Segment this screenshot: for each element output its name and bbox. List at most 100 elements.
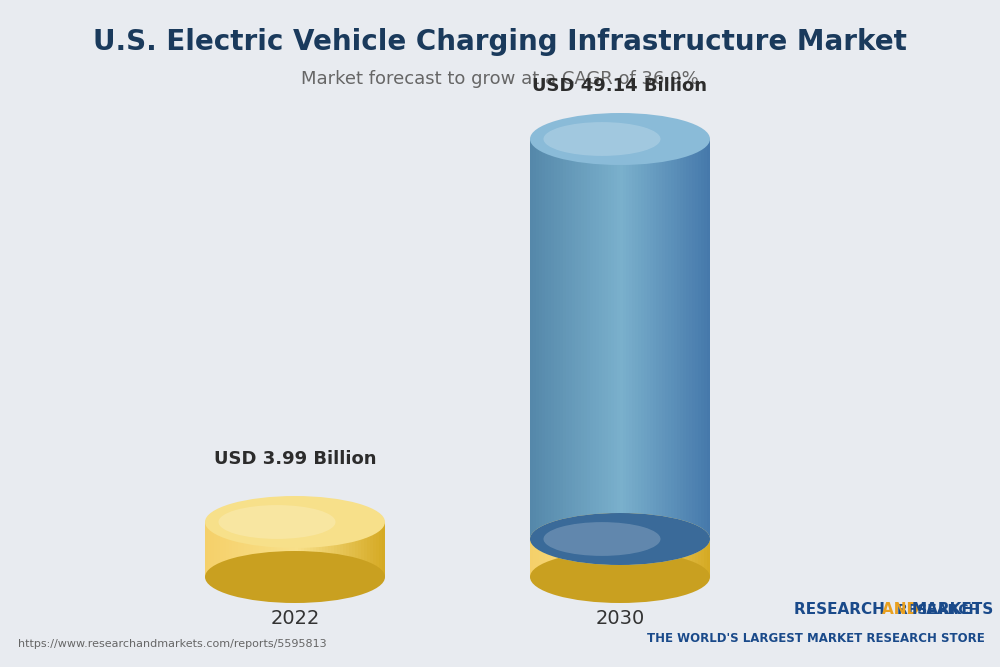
Polygon shape (578, 539, 581, 577)
Ellipse shape (530, 513, 710, 565)
Polygon shape (253, 522, 256, 577)
Polygon shape (614, 139, 617, 539)
Polygon shape (277, 522, 280, 577)
Polygon shape (611, 139, 614, 539)
Polygon shape (578, 139, 581, 539)
Polygon shape (635, 539, 638, 577)
Polygon shape (361, 522, 364, 577)
Text: https://www.researchandmarkets.com/reports/5595813: https://www.researchandmarkets.com/repor… (18, 639, 327, 649)
Polygon shape (695, 139, 698, 539)
Polygon shape (539, 539, 542, 577)
Ellipse shape (205, 551, 385, 603)
Text: RESEARCH: RESEARCH (897, 603, 985, 617)
Polygon shape (593, 139, 596, 539)
Polygon shape (653, 539, 656, 577)
Polygon shape (683, 139, 686, 539)
Polygon shape (364, 522, 367, 577)
Polygon shape (572, 139, 575, 539)
Polygon shape (659, 539, 662, 577)
Ellipse shape (205, 496, 385, 548)
Polygon shape (250, 522, 253, 577)
Polygon shape (638, 139, 641, 539)
Polygon shape (205, 522, 208, 577)
Polygon shape (560, 139, 563, 539)
Polygon shape (602, 539, 605, 577)
Polygon shape (605, 139, 608, 539)
Polygon shape (373, 522, 376, 577)
Polygon shape (563, 139, 566, 539)
Polygon shape (686, 539, 689, 577)
Polygon shape (623, 139, 626, 539)
Polygon shape (566, 139, 569, 539)
Polygon shape (331, 522, 334, 577)
Polygon shape (608, 539, 611, 577)
Polygon shape (698, 139, 701, 539)
Polygon shape (662, 539, 665, 577)
Polygon shape (376, 522, 379, 577)
Polygon shape (566, 539, 569, 577)
Ellipse shape (544, 522, 660, 556)
Polygon shape (665, 539, 668, 577)
Polygon shape (647, 139, 650, 539)
Text: USD 49.14 Billion: USD 49.14 Billion (532, 77, 708, 95)
Ellipse shape (218, 505, 336, 539)
Polygon shape (701, 139, 704, 539)
Polygon shape (551, 539, 554, 577)
Polygon shape (533, 539, 536, 577)
Polygon shape (367, 522, 370, 577)
Polygon shape (623, 539, 626, 577)
Polygon shape (638, 539, 641, 577)
Polygon shape (283, 522, 286, 577)
Polygon shape (659, 139, 662, 539)
Text: AND: AND (882, 602, 924, 617)
Polygon shape (346, 522, 349, 577)
Text: MARKETS: MARKETS (912, 602, 994, 617)
Polygon shape (671, 539, 674, 577)
Polygon shape (695, 539, 698, 577)
Polygon shape (689, 139, 692, 539)
Polygon shape (313, 522, 316, 577)
Polygon shape (605, 539, 608, 577)
Polygon shape (545, 139, 548, 539)
Polygon shape (656, 139, 659, 539)
Polygon shape (680, 539, 683, 577)
Polygon shape (656, 539, 659, 577)
Polygon shape (220, 522, 223, 577)
Polygon shape (599, 539, 602, 577)
Polygon shape (590, 539, 593, 577)
Polygon shape (319, 522, 322, 577)
Polygon shape (349, 522, 352, 577)
Polygon shape (629, 139, 632, 539)
Polygon shape (626, 139, 629, 539)
Polygon shape (542, 139, 545, 539)
Polygon shape (280, 522, 283, 577)
Polygon shape (379, 522, 382, 577)
Polygon shape (557, 539, 560, 577)
Polygon shape (554, 539, 557, 577)
Polygon shape (343, 522, 346, 577)
Text: USD 3.99 Billion: USD 3.99 Billion (214, 450, 376, 468)
Polygon shape (530, 139, 533, 539)
Text: 2030: 2030 (595, 609, 645, 628)
Text: THE WORLD'S LARGEST MARKET RESEARCH STORE: THE WORLD'S LARGEST MARKET RESEARCH STOR… (647, 632, 985, 645)
Polygon shape (232, 522, 235, 577)
Polygon shape (641, 139, 644, 539)
Text: U.S. Electric Vehicle Charging Infrastructure Market: U.S. Electric Vehicle Charging Infrastru… (93, 28, 907, 56)
Polygon shape (680, 139, 683, 539)
Polygon shape (707, 539, 710, 577)
Polygon shape (692, 139, 695, 539)
Polygon shape (337, 522, 340, 577)
Polygon shape (662, 139, 665, 539)
Polygon shape (686, 139, 689, 539)
Polygon shape (229, 522, 232, 577)
Text: Market forecast to grow at a CAGR of 36.9%: Market forecast to grow at a CAGR of 36.… (301, 70, 699, 88)
Polygon shape (352, 522, 355, 577)
Polygon shape (587, 539, 590, 577)
Polygon shape (304, 522, 307, 577)
Polygon shape (602, 139, 605, 539)
Polygon shape (295, 522, 298, 577)
Polygon shape (265, 522, 268, 577)
Polygon shape (677, 139, 680, 539)
Polygon shape (704, 539, 707, 577)
Polygon shape (674, 539, 677, 577)
